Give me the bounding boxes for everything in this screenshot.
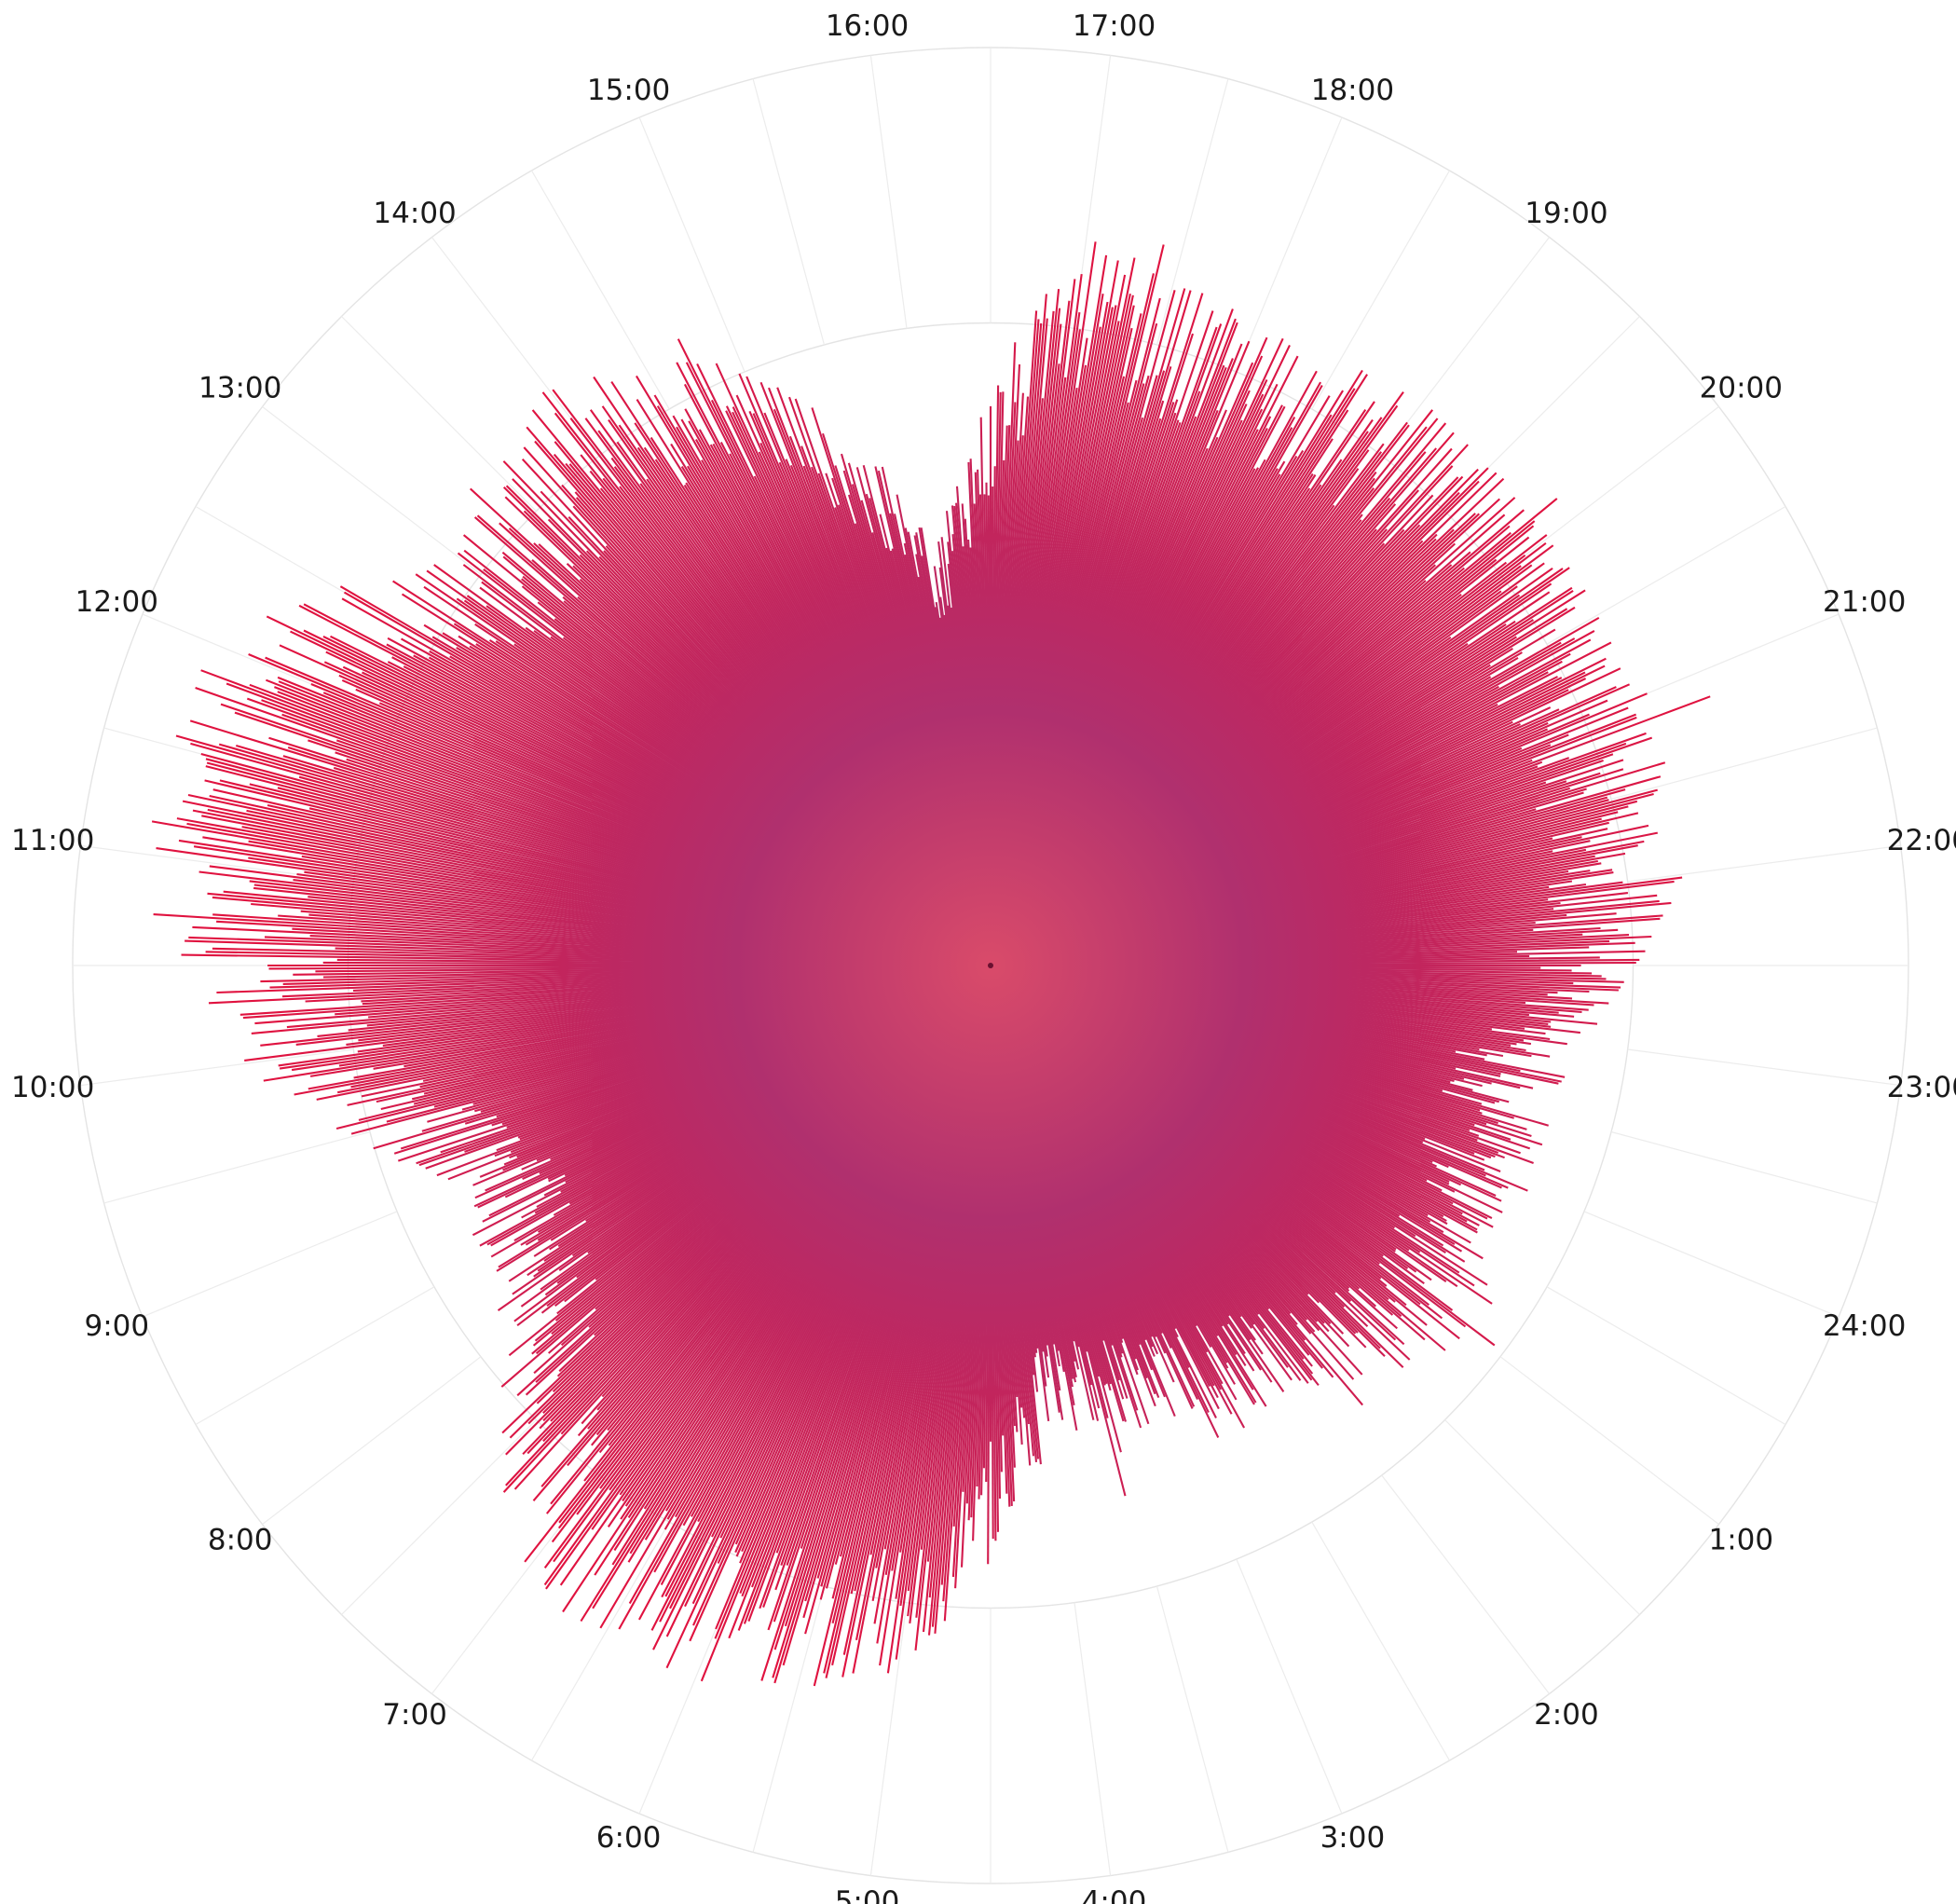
hour-label: 24:00 xyxy=(1823,1309,1906,1343)
grid-spoke xyxy=(1627,844,1901,883)
hour-label: 5:00 xyxy=(835,1885,900,1904)
grid-spoke xyxy=(262,405,482,575)
hour-label: 22:00 xyxy=(1887,824,1956,857)
grid-spoke xyxy=(195,1286,435,1426)
hour-label: 18:00 xyxy=(1311,74,1394,107)
grid-spoke xyxy=(1546,505,1786,645)
grid-spoke xyxy=(1236,116,1343,373)
grid-spoke xyxy=(341,316,537,512)
grid-spoke xyxy=(1381,237,1551,457)
grid-spoke xyxy=(80,1048,354,1087)
grid-spoke xyxy=(1444,1419,1640,1615)
grid-spoke xyxy=(103,1130,371,1204)
grid-spoke xyxy=(1156,78,1229,346)
grid-spoke xyxy=(142,1211,398,1318)
grid-spoke xyxy=(869,55,908,329)
grid-spoke xyxy=(262,1356,482,1526)
hour-label: 12:00 xyxy=(75,585,158,619)
hour-label: 3:00 xyxy=(1320,1821,1386,1855)
grid-spoke xyxy=(869,1602,908,1876)
grid-spoke xyxy=(1381,1474,1551,1694)
grid-spoke xyxy=(1627,1048,1901,1087)
hour-label: 9:00 xyxy=(84,1309,149,1343)
grid-spoke xyxy=(530,170,670,410)
grid-spoke xyxy=(530,1521,670,1761)
hour-label: 15:00 xyxy=(587,74,670,107)
hour-label: 16:00 xyxy=(826,9,909,43)
polar-grid xyxy=(72,47,1909,1884)
hour-label: 10:00 xyxy=(11,1071,94,1104)
grid-spoke xyxy=(1499,1356,1719,1526)
grid-spoke xyxy=(1610,1130,1878,1204)
grid-spoke xyxy=(1156,1585,1229,1853)
grid-spoke xyxy=(752,78,826,346)
bars-group xyxy=(151,241,1711,1687)
grid-spoke xyxy=(1499,405,1719,575)
hour-label: 21:00 xyxy=(1823,585,1906,619)
grid-spoke xyxy=(752,1585,826,1853)
grid-spoke xyxy=(1546,1286,1786,1426)
hour-label: 13:00 xyxy=(198,372,281,405)
hour-label: 2:00 xyxy=(1534,1698,1599,1732)
grid-spoke xyxy=(1610,727,1878,801)
grid-spoke xyxy=(1311,170,1451,410)
hour-label: 23:00 xyxy=(1887,1071,1956,1104)
grid-spoke xyxy=(341,1419,537,1615)
hour-label: 19:00 xyxy=(1525,197,1607,230)
grid-spoke xyxy=(1311,1521,1451,1761)
grid-spoke xyxy=(1074,1602,1112,1876)
hour-label: 4:00 xyxy=(1082,1885,1147,1904)
bar xyxy=(990,965,1424,1144)
hour-label: 6:00 xyxy=(596,1821,662,1855)
hour-label: 8:00 xyxy=(208,1523,273,1556)
hour-label: 7:00 xyxy=(382,1698,447,1732)
grid-spoke xyxy=(638,116,745,373)
hour-label: 11:00 xyxy=(11,824,94,857)
grid-spoke xyxy=(1236,1558,1343,1815)
hour-label: 14:00 xyxy=(373,197,456,230)
grid-spoke xyxy=(1583,1211,1840,1318)
hour-labels: 24:00 1:00 2:00 3:00 4:00 5:00 6:00 7:00 8:00 9:0… xyxy=(11,9,1956,1904)
hour-label: 20:00 xyxy=(1700,372,1783,405)
hour-label: 17:00 xyxy=(1073,9,1156,43)
center-dot xyxy=(988,963,993,968)
hour-label: 1:00 xyxy=(1708,1523,1773,1556)
